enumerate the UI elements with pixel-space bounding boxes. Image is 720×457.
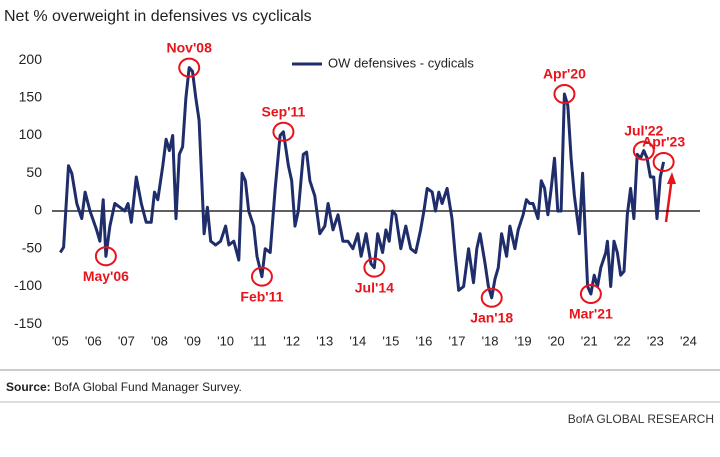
annotation-circle xyxy=(363,257,386,278)
y-tick-label: -100 xyxy=(14,277,42,293)
x-tick-label: '12 xyxy=(283,333,300,348)
annotation-label: Apr'20 xyxy=(543,66,586,82)
x-tick-label: '15 xyxy=(382,333,399,348)
annotation-circle xyxy=(652,151,675,172)
annotation-label: Jul'22 xyxy=(624,122,663,138)
annotation-circle xyxy=(250,266,273,287)
x-tick-label: '10 xyxy=(217,333,234,348)
x-tick-label: '21 xyxy=(581,333,598,348)
x-tick-label: '05 xyxy=(52,333,69,348)
x-tick-label: '20 xyxy=(548,333,565,348)
x-tick-label: '07 xyxy=(118,333,135,348)
annotation-label: Jan'18 xyxy=(470,310,513,326)
source-label: Source: xyxy=(6,380,51,394)
legend-label: OW defensives - cydicals xyxy=(328,55,474,70)
y-tick-label: -150 xyxy=(14,315,42,331)
x-tick-label: '11 xyxy=(251,333,267,348)
x-tick-label: '08 xyxy=(151,333,168,348)
chart-title: Net % overweight in defensives vs cyclic… xyxy=(4,8,312,25)
annotation-circle xyxy=(272,121,295,142)
x-tick-label: '09 xyxy=(184,333,201,348)
source-text: BofA Global Fund Manager Survey. xyxy=(54,380,242,394)
annotation-circle xyxy=(480,287,503,308)
arrow xyxy=(664,176,674,223)
y-tick-label: -50 xyxy=(22,239,42,255)
footer: BofA GLOBAL RESEARCH xyxy=(568,412,714,426)
x-tick-label: '13 xyxy=(316,333,333,348)
x-tick-label: '18 xyxy=(482,333,499,348)
line xyxy=(59,66,666,300)
x-tick-label: '16 xyxy=(415,333,432,348)
annotation-circle xyxy=(178,57,201,78)
annotation-label: Apr'23 xyxy=(642,134,685,150)
x-tick-label: '06 xyxy=(85,333,102,348)
annotation-label: Nov'08 xyxy=(167,39,213,55)
x-tick-label: '14 xyxy=(349,333,366,348)
x-tick-label: '19 xyxy=(515,333,532,348)
annotation-circle xyxy=(632,140,655,161)
annotation-label: Mar'21 xyxy=(569,306,613,322)
annotation-circle xyxy=(553,84,576,105)
x-tick-label: '17 xyxy=(449,333,466,348)
annotation-label: Sep'11 xyxy=(262,103,306,119)
y-tick-label: 150 xyxy=(19,88,43,104)
x-tick-label: '24 xyxy=(680,333,697,348)
arrow-head xyxy=(667,172,676,184)
y-tick-label: 200 xyxy=(19,51,43,67)
x-tick-label: '23 xyxy=(647,333,664,348)
y-tick-label: 0 xyxy=(34,202,42,218)
annotation-label: Feb'11 xyxy=(240,288,283,304)
y-tick-label: 100 xyxy=(19,126,43,142)
annotation-label: Jul'14 xyxy=(355,279,394,295)
annotation-circle xyxy=(94,246,117,267)
y-tick-label: 50 xyxy=(26,164,42,180)
annotation-label: May'06 xyxy=(83,268,129,284)
x-tick-label: '22 xyxy=(614,333,631,348)
annotation-circle xyxy=(579,284,602,305)
